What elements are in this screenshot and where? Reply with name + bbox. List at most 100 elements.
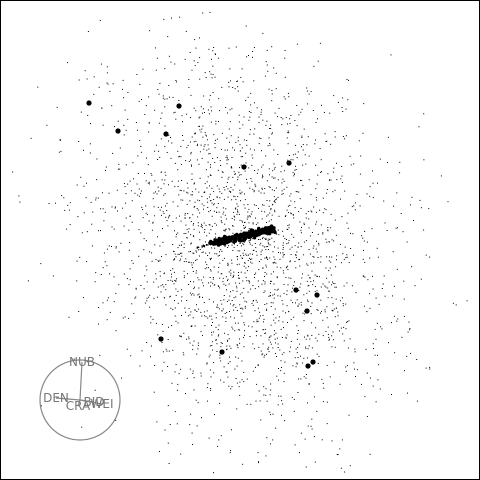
data-point [151,260,153,262]
data-point [243,254,245,256]
data-point [240,230,242,232]
data-point [343,326,345,328]
data-point [328,241,330,243]
data-point [174,186,176,188]
data-point [172,349,174,351]
data-point [213,203,215,205]
data-point [174,280,176,282]
data-point [185,258,187,260]
data-point [170,269,172,271]
data-point [222,277,224,279]
data-point [341,175,343,177]
data-point [273,201,275,202]
data-point [206,198,208,200]
data-point [106,248,108,250]
data-point [305,338,307,340]
data-point [339,243,341,245]
data-point [403,315,405,317]
data-point [193,206,195,208]
data-point [350,164,352,166]
data-point [270,443,271,445]
data-point [209,277,211,278]
highlighted-points [86,100,320,369]
data-point [263,204,265,206]
data-point [27,280,29,282]
data-point [284,98,286,100]
data-point [235,306,237,308]
data-point [270,128,272,130]
data-point [170,136,171,138]
data-point [413,220,414,221]
data-point [220,435,222,437]
data-point [239,167,240,169]
data-point [206,264,208,266]
data-point [252,370,254,372]
cluster-point [201,246,203,248]
data-point [192,224,194,226]
data-point [176,81,177,83]
data-point [349,465,351,467]
data-point [221,303,223,305]
data-point [294,201,296,203]
data-point [231,218,233,219]
data-point [157,260,159,262]
data-point [466,300,468,302]
data-point [106,299,108,301]
data-point [301,226,302,228]
data-point [140,192,142,194]
data-point [277,116,279,118]
data-point [219,197,221,199]
data-point [220,216,222,218]
data-point [181,296,183,298]
data-point [276,375,278,377]
cluster-point [249,234,253,238]
data-point [217,306,219,308]
data-point [182,199,184,201]
data-point [227,278,229,280]
data-point [230,303,231,305]
data-point [326,277,328,279]
data-point [165,254,167,256]
data-point [200,279,202,281]
data-point [225,185,227,187]
data-point [226,289,227,291]
data-point [231,262,233,264]
data-point [199,129,201,131]
data-point [225,208,227,210]
data-point [240,242,242,244]
data-point [231,167,233,169]
data-point [278,379,279,381]
data-point [244,207,246,209]
data-point [105,166,107,168]
data-point [271,90,273,91]
data-point [127,118,129,120]
data-point [262,280,264,282]
data-point [226,311,228,313]
data-point [140,232,142,234]
data-point [245,25,247,27]
data-point [152,221,154,223]
data-point [224,332,226,334]
data-point [270,280,271,282]
data-point [211,341,213,343]
data-point [407,392,408,394]
data-point [245,100,247,102]
data-point [249,148,251,150]
data-point [258,143,260,145]
data-point [265,246,267,248]
data-point [354,209,356,211]
data-point [207,144,209,146]
data-point [298,303,300,305]
data-point [333,95,335,97]
data-point [348,79,349,81]
data-point [140,190,142,192]
data-point [185,393,186,395]
data-point [273,241,275,243]
data-point [350,248,352,249]
data-point [286,290,288,292]
data-point [157,334,159,336]
data-point [425,254,427,256]
data-point [252,51,254,52]
data-point [123,273,125,275]
data-point [275,199,277,201]
